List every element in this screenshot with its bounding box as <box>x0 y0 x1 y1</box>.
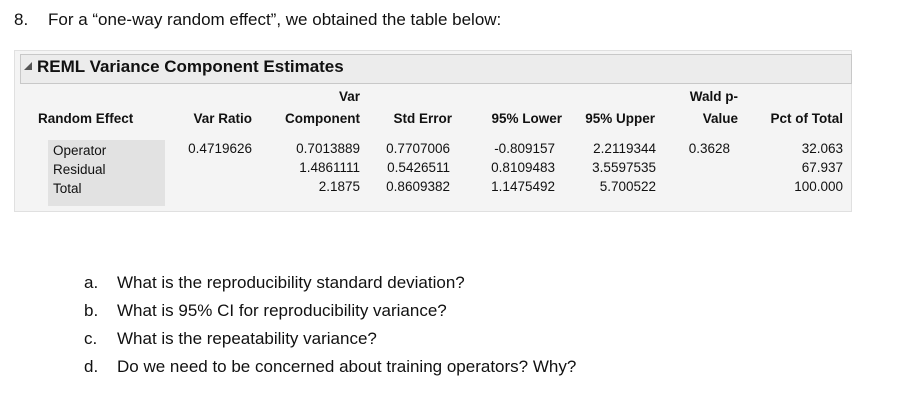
subquestion-label: a. <box>84 273 99 292</box>
column-header: Var Ratio <box>193 111 252 126</box>
column-header: Wald p- <box>689 89 738 104</box>
row-label-shade <box>48 140 165 206</box>
column-header: 95% Lower <box>491 111 562 126</box>
subquestion-text: What is the repeatability variance? <box>117 329 377 348</box>
cell: 100.000 <box>794 179 843 194</box>
column-header: Var <box>338 89 360 104</box>
cell: 0.3628 <box>688 141 730 156</box>
column-header: Component <box>285 111 360 126</box>
cell: 0.7707006 <box>386 141 450 156</box>
question-number: 8. <box>14 10 29 29</box>
subquestion-label: c. <box>84 329 98 348</box>
cell: 0.4719626 <box>188 141 252 156</box>
cell: 3.5597535 <box>592 160 656 175</box>
column-header: 95% Upper <box>585 111 655 126</box>
cell: 0.7013889 <box>296 141 360 156</box>
cell: 0.8109483 <box>491 160 555 175</box>
question-text: For a “one-way random effect”, we obtain… <box>48 10 502 29</box>
table-title: REML Variance Component Estimates <box>37 57 344 76</box>
subquestion-label: b. <box>84 301 99 320</box>
subquestion-text: What is 95% CI for reproducibility varia… <box>117 301 447 320</box>
subquestion-text: What is the reproducibility standard dev… <box>117 273 465 292</box>
column-header: Value <box>702 111 738 126</box>
collapse-icon <box>24 62 32 70</box>
column-header: Random Effect <box>38 111 134 126</box>
row-label: Operator <box>53 143 107 158</box>
subquestion-label: d. <box>84 357 99 376</box>
cell: 67.937 <box>801 160 843 175</box>
column-header: Pct of Total <box>770 111 844 126</box>
cell: 1.1475492 <box>491 179 555 194</box>
cell: 1.4861111 <box>299 160 360 175</box>
cell: 32.063 <box>801 141 843 156</box>
cell: 5.700522 <box>599 179 656 194</box>
subquestion-text: Do we need to be concerned about trainin… <box>117 357 577 376</box>
cell: 2.1875 <box>318 179 360 194</box>
title-bar <box>20 54 852 84</box>
row-label: Residual <box>53 162 106 177</box>
column-header: Std Error <box>393 111 452 126</box>
cell: 2.2119344 <box>593 141 656 156</box>
cell: -0.809157 <box>494 141 555 156</box>
cell: 0.8609382 <box>386 179 450 194</box>
cell: 0.5426511 <box>387 160 450 175</box>
row-label: Total <box>53 181 82 196</box>
